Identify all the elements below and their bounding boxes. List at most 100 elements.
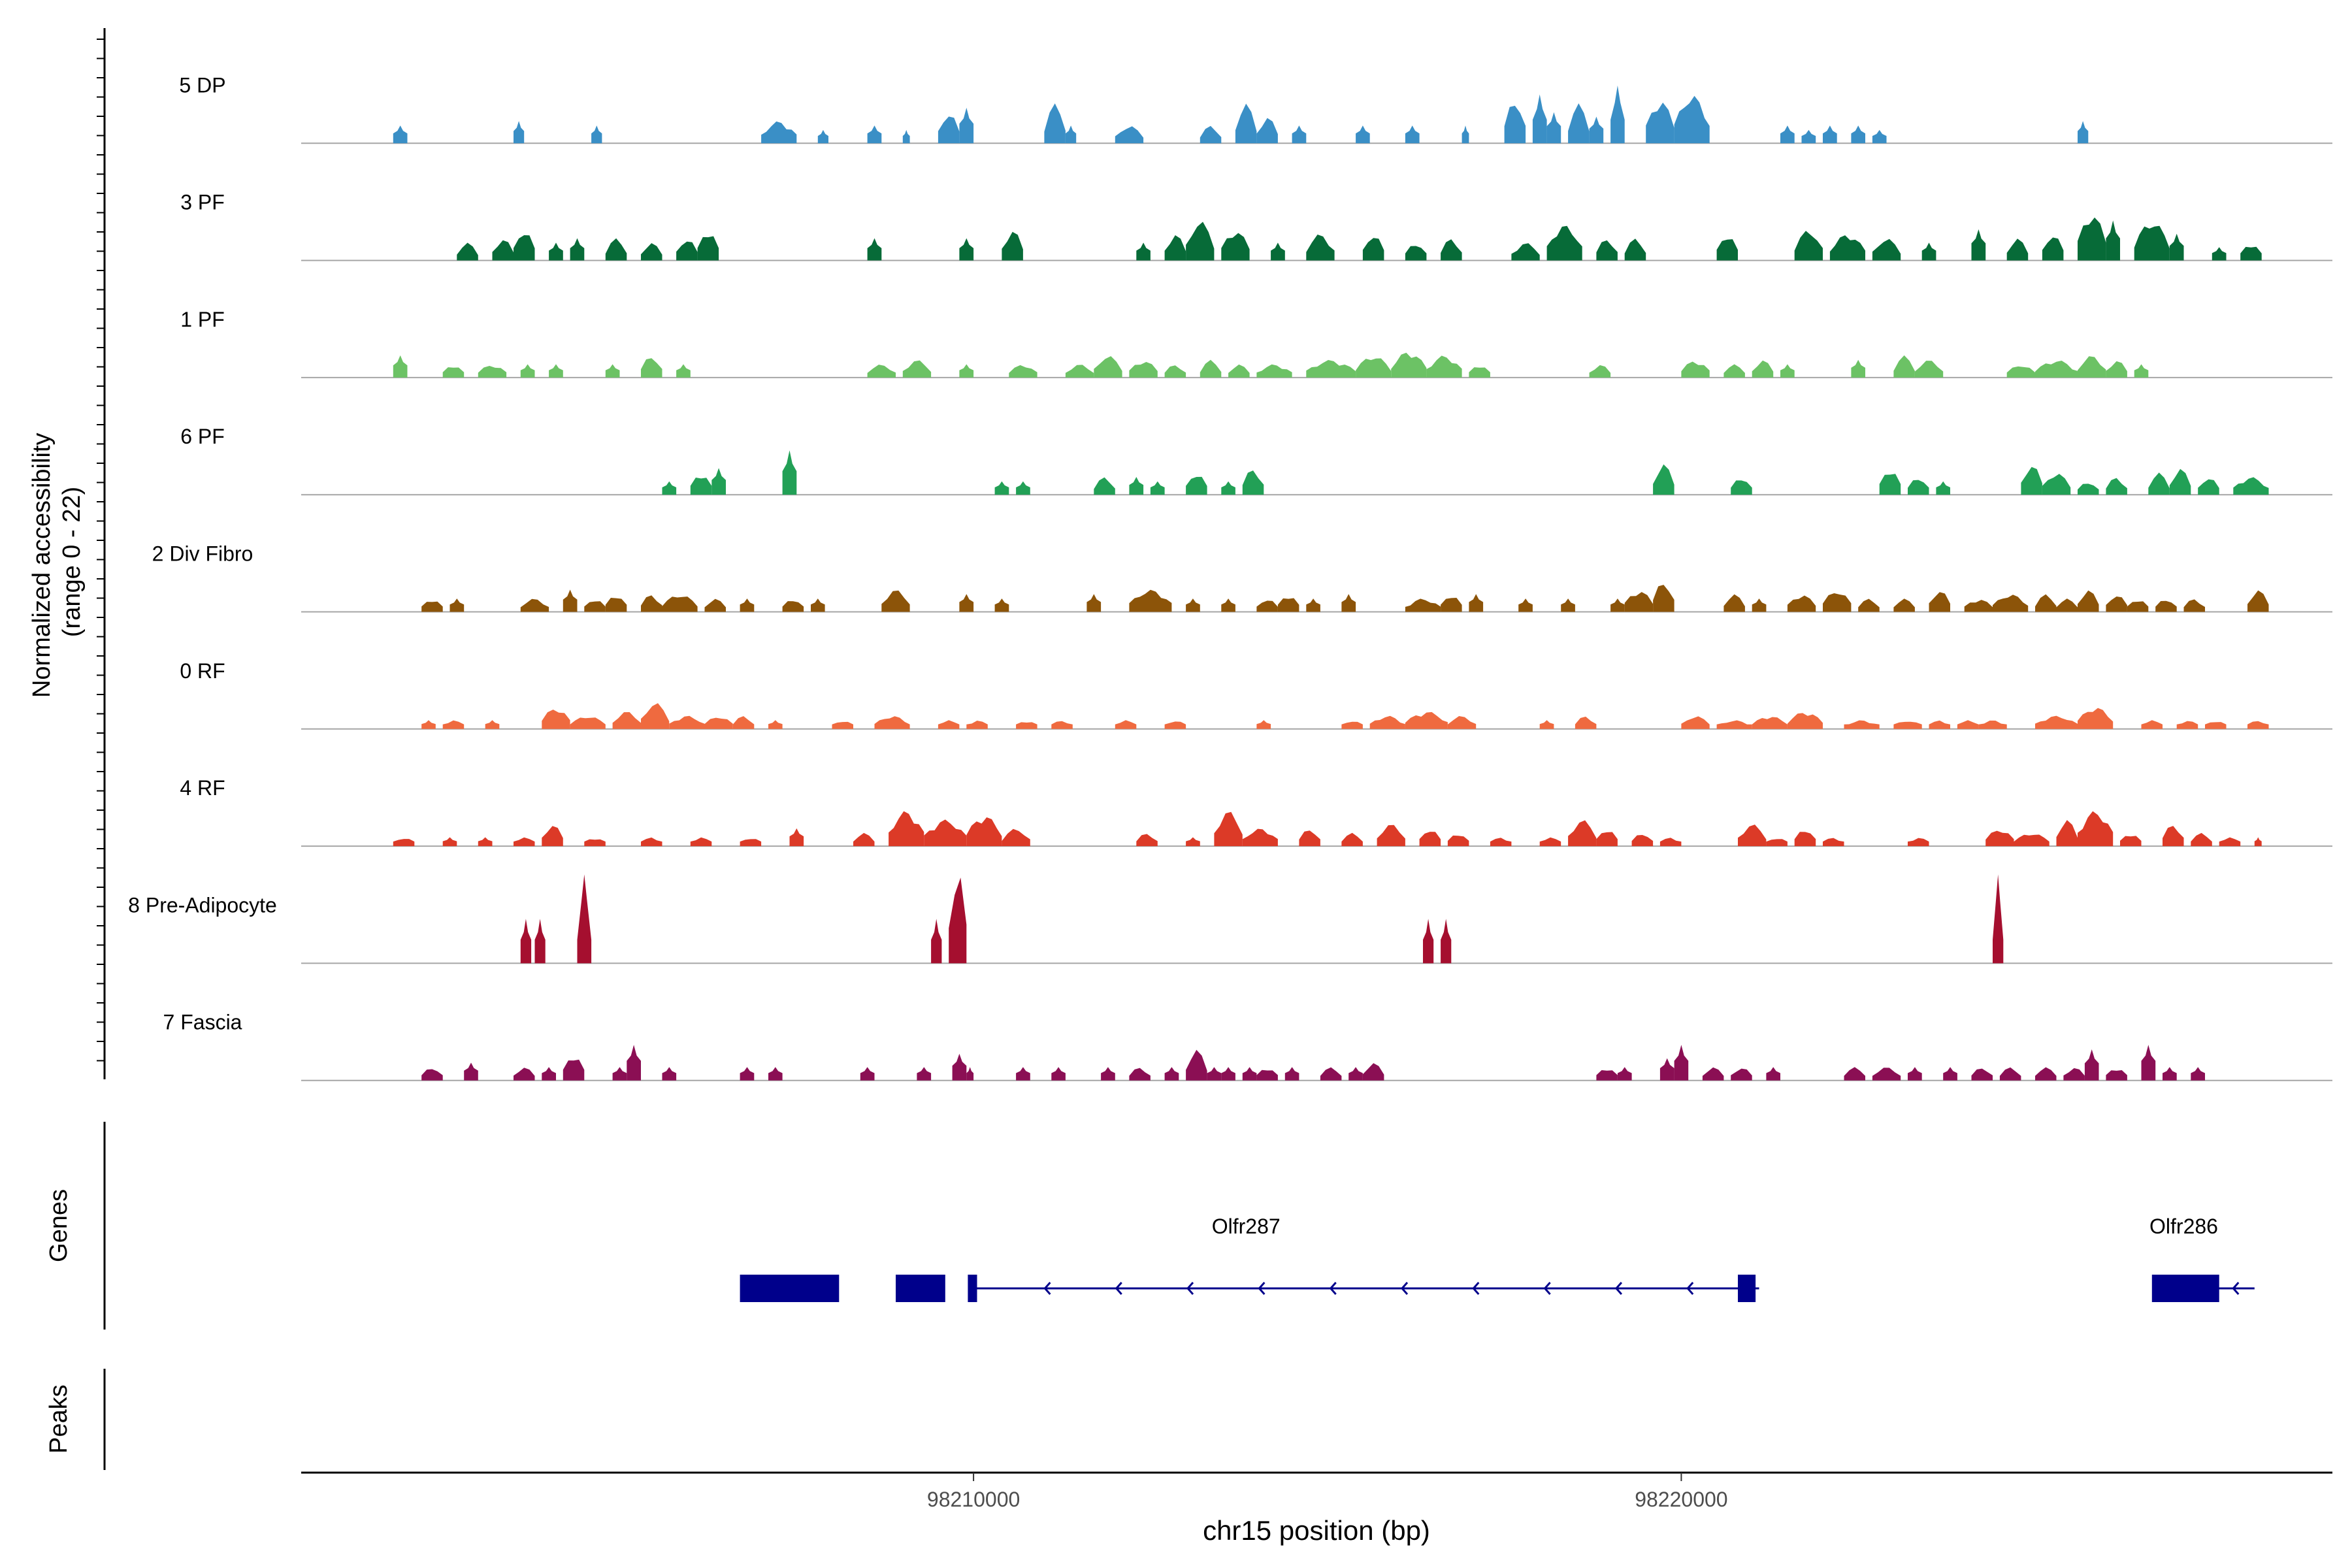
coverage-peak [1596,832,1618,847]
coverage-peak [1115,720,1137,729]
coverage-peak [1306,235,1335,261]
track-5-dp: 5 DP [179,73,2332,144]
coverage-peak [1447,835,1469,847]
coverage-peak [1016,722,1037,729]
coverage-peak [591,125,602,144]
coverage-peak [393,355,408,378]
coverage-peak [867,365,896,378]
coverage-peak [2247,721,2269,729]
coverage-peak [1348,1067,1363,1081]
coverage-peak [2247,590,2269,612]
coverage-peak [2134,364,2149,378]
coverage-peak [627,1045,641,1081]
coverage-peak [902,129,910,144]
strand-arrow [1400,1282,1409,1295]
coverage-peak [1993,874,2004,964]
coverage-peak [641,358,662,378]
coverage-peak [514,837,535,847]
gene-exon [740,1275,840,1302]
coverage-peak [1893,721,1922,729]
coverage-peak [1419,832,1441,847]
coverage-peak [442,367,465,378]
x-axis-title: chr15 position (bp) [1203,1515,1430,1546]
coverage-peak [549,364,563,378]
coverage-peak [966,817,1002,847]
coverage-peak [1214,811,1243,847]
coverage-peak [2078,356,2106,378]
coverage-peak [442,837,457,847]
coverage-peak [1921,242,1936,261]
coverage-peak [1423,919,1434,964]
coverage-peak [2078,708,2114,729]
coverage-peak [1129,1068,1151,1081]
coverage-peak [917,1067,932,1081]
coverage-peak [2078,483,2099,495]
track-label: 3 PF [180,191,225,214]
track-1-pf: 1 PF [180,308,2332,378]
coverage-peak [641,595,662,612]
coverage-peak [2006,366,2035,378]
coverage-peak [1766,1067,1780,1081]
coverage-peak [1002,231,1023,261]
gene-exon [2151,1275,2219,1302]
coverage-peak [641,703,670,729]
coverage-peak [1674,95,1710,144]
coverage-peak [938,116,960,144]
coverage-peak [697,236,719,261]
coverage-peak [1441,919,1452,964]
coverage-peak [1221,481,1235,495]
coverage-peak [1164,721,1186,729]
coverage-peak [2056,598,2078,612]
coverage-peak [1277,598,1299,612]
coverage-peak [1129,362,1158,378]
coverage-peak [1405,711,1448,729]
coverage-peak [2183,599,2205,612]
coverage-peak [1532,94,1547,144]
coverage-peak [2021,466,2042,495]
track-label: 0 RF [180,659,225,683]
coverage-peak [464,1062,478,1081]
track-0-rf: 0 RF [180,659,2332,730]
coverage-peak [1589,116,1604,144]
coverage-peak [1504,105,1526,144]
coverage-peak [1320,1067,1342,1081]
coverage-peak [2254,837,2262,847]
coverage-peak [1879,474,1901,495]
coverage-peak [584,839,606,847]
coverage-peak [1872,129,1887,144]
coverage-peak [966,1067,974,1081]
coverage-peak [1256,118,1278,144]
track-label: 7 Fascia [163,1011,242,1034]
coverage-peak [1702,1067,1724,1081]
coverage-peak [1787,595,1816,612]
coverage-peak [605,238,627,261]
coverage-peak [662,1067,677,1081]
coverage-peak [1405,598,1441,612]
coverage-peak [768,1067,783,1081]
coverage-peak [1051,1067,1066,1081]
coverage-peak [421,601,443,612]
coverage-peak [817,129,828,144]
coverage-peak [514,235,535,261]
coverage-peak [1299,830,1320,847]
track-label: 1 PF [180,308,225,331]
coverage-peak [1200,125,1222,144]
coverage-peak [641,243,662,261]
coverage-peak [1575,716,1597,729]
coverage-peak [1002,828,1030,847]
coverage-peak [1469,594,1484,612]
coverage-peak [1044,103,1066,144]
coverage-peak [478,366,507,378]
coverage-peak [1631,835,1654,847]
coverage-peak [1872,1068,1901,1081]
coverage-peak [1341,721,1363,729]
coverage-peak [1561,598,1575,612]
coverage-peak [1957,720,1979,729]
coverage-peak [2078,121,2089,144]
coverage-peak [1200,359,1222,378]
coverage-peak [959,238,974,261]
coverage-peak [2042,237,2064,261]
coverage-peak [1221,1067,1235,1081]
track-7-fascia: 7 Fascia [163,1011,2332,1081]
